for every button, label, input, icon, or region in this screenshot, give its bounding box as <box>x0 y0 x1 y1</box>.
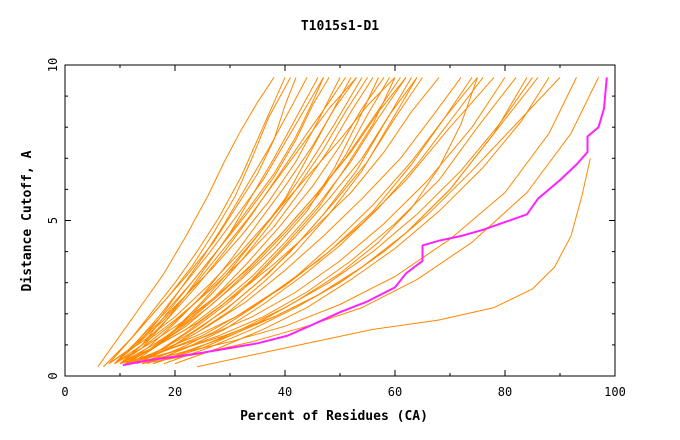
x-tick-label: 40 <box>278 385 292 399</box>
series-line-model-39 <box>119 77 440 365</box>
series-line-model-42 <box>114 77 324 364</box>
series-line-model-40 <box>130 77 462 365</box>
series-line-model-10 <box>130 77 396 365</box>
series-line-model-35 <box>147 77 484 365</box>
y-axis-label: Distance Cutoff, A <box>20 150 35 291</box>
series-line-model-36 <box>152 77 533 365</box>
x-axis-label: Percent of Residues (CA) <box>240 409 428 424</box>
series-line-model-31 <box>103 77 297 368</box>
x-tick-label: 20 <box>168 385 182 399</box>
series-line-model-24 <box>119 77 506 365</box>
series-line-model-32 <box>119 77 324 364</box>
series-line-model-22 <box>136 77 517 365</box>
series-line-model-34 <box>136 77 423 365</box>
series-line-model-1 <box>108 77 286 364</box>
highlight-line-highlighted-model <box>122 77 608 367</box>
y-tick-label: 10 <box>46 58 60 72</box>
x-tick-label: 0 <box>61 385 68 399</box>
x-tick-label: 100 <box>604 385 626 399</box>
series-layer <box>97 77 599 368</box>
series-line-model-38 <box>108 77 396 365</box>
series-line-model-16 <box>114 77 330 364</box>
series-line-model-6 <box>125 77 352 365</box>
series-line-model-8 <box>114 77 363 365</box>
tick-layer: 0 20 40 60 80 100 0 5 10 <box>46 58 626 399</box>
y-tick-label: 5 <box>46 217 60 224</box>
highlight-layer <box>122 77 608 367</box>
series-line-model-37 <box>163 77 561 365</box>
x-tick-label: 80 <box>498 385 512 399</box>
series-line-model-43 <box>125 77 357 365</box>
series-line-model-2 <box>114 77 308 364</box>
series-line-model-46 <box>119 77 407 365</box>
series-line-model-28 <box>196 158 591 368</box>
series-line-model-41 <box>174 77 550 365</box>
series-line-model-29 <box>152 77 478 365</box>
y-tick-label: 0 <box>46 372 60 379</box>
series-line-model-11 <box>108 77 357 365</box>
series-line-model-44 <box>130 77 418 365</box>
x-tick-label: 60 <box>388 385 402 399</box>
chart-title: T1015s1-D1 <box>301 19 379 34</box>
series-line-model-13 <box>125 77 390 365</box>
series-line-model-45 <box>141 77 478 365</box>
series-line-model-12 <box>114 77 374 365</box>
series-line-model-4 <box>97 77 275 367</box>
series-line-model-27 <box>125 77 528 365</box>
